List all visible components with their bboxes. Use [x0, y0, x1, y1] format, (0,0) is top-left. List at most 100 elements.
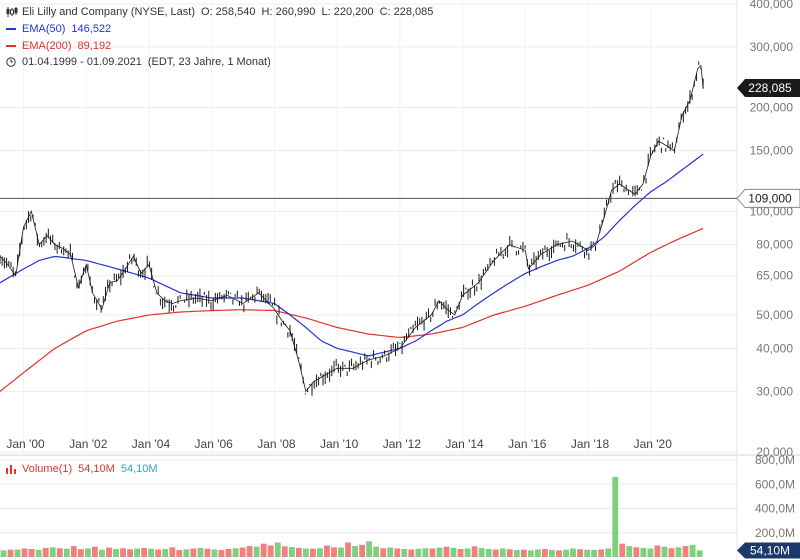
volume-bar — [92, 546, 98, 557]
volume-bar — [176, 549, 183, 557]
volume-bar — [542, 548, 548, 557]
x-tick-label: Jan '08 — [257, 437, 296, 451]
volume-bar — [520, 549, 527, 557]
volume-bar — [295, 547, 302, 557]
volume-bar — [373, 546, 380, 557]
volume-bar — [647, 548, 654, 557]
volume-bar — [267, 545, 274, 557]
volume-bar — [450, 547, 457, 557]
volume-bar — [485, 548, 492, 557]
volume-y-tick-label: 800,0M — [755, 453, 795, 467]
y-tick-label: 200,000 — [750, 101, 794, 115]
volume-bar — [239, 547, 246, 557]
volume-bar — [309, 548, 316, 557]
volume-bar — [352, 546, 358, 557]
volume-bar — [619, 543, 626, 557]
volume-bar — [605, 548, 612, 557]
volume-bar — [204, 548, 211, 557]
volume-bar — [288, 547, 295, 557]
x-tick-label: Jan '18 — [571, 437, 610, 451]
volume-bar — [0, 550, 7, 557]
volume-bar — [429, 548, 436, 557]
y-tick-label: 300,000 — [750, 40, 794, 54]
x-tick-label: Jan '04 — [132, 437, 171, 451]
volume-bar — [443, 546, 450, 557]
x-tick-label: Jan '16 — [508, 437, 547, 451]
volume-bar — [302, 548, 309, 557]
volume-y-tick-label: 200,0M — [755, 526, 795, 540]
x-tick-label: Jan '20 — [634, 437, 673, 451]
volume-bar — [84, 548, 91, 557]
volume-bar — [591, 549, 598, 557]
volume-bar — [436, 547, 443, 557]
volume-bar — [527, 550, 534, 557]
volume-bar — [35, 549, 42, 557]
x-tick-label: Jan '10 — [320, 437, 359, 451]
y-tick-label: 80,000 — [756, 238, 793, 252]
volume-badge-shape — [737, 542, 800, 559]
volume-bar — [366, 541, 373, 557]
y-tick-label: 400,000 — [750, 0, 794, 11]
volume-value-red: 54,10M — [78, 463, 115, 475]
x-tick-label: Jan '02 — [69, 437, 108, 451]
volume-bar — [668, 548, 675, 557]
clock-icon — [6, 57, 16, 67]
ema200-line — [0, 227, 704, 392]
y-tick-label: 150,000 — [750, 144, 794, 158]
instrument-title: Eli Lilly and Company (NYSE, Last) — [22, 6, 196, 18]
y-tick-label: 20,000 — [756, 445, 793, 459]
volume-bar — [556, 550, 562, 557]
volume-bar — [577, 549, 583, 557]
volume-bar — [141, 548, 148, 557]
ema50-swatch — [6, 28, 16, 30]
volume-bar — [148, 548, 155, 557]
volume-bar — [380, 548, 387, 557]
volume-bar — [7, 549, 14, 557]
ema50-value: 146,522 — [71, 23, 112, 35]
legend-title-row: Eli Lilly and Company (NYSE, Last) O: 25… — [6, 6, 433, 18]
volume-bar — [113, 548, 119, 557]
volume-bar — [134, 548, 141, 557]
volume-y-tick-label: 600,0M — [755, 477, 795, 491]
volume-bar — [408, 549, 415, 557]
volume-bar — [21, 548, 28, 557]
volume-bar — [612, 476, 619, 557]
last-price-badge-shape — [737, 79, 800, 98]
volume-bar — [570, 548, 576, 557]
volume-bar — [478, 548, 485, 557]
date-range: 01.04.1999 - 01.09.2021 — [22, 56, 142, 68]
volume-bar — [633, 547, 640, 557]
volume-bar — [513, 549, 520, 557]
volume-bar — [28, 548, 35, 557]
volume-bar — [401, 548, 408, 557]
ema200-swatch — [6, 45, 16, 47]
y-tick-label: 40,000 — [756, 341, 793, 355]
volume-bar — [218, 549, 225, 557]
volume-bar — [77, 549, 84, 557]
x-tick-label: Jan '06 — [195, 437, 234, 451]
volume-bar — [345, 542, 351, 557]
volume-bar — [387, 547, 394, 557]
volume-bar — [56, 548, 63, 557]
volume-bar — [584, 549, 591, 557]
volume-bar — [661, 546, 668, 557]
volume-bar — [640, 547, 647, 557]
hline-badge: 109,000 — [748, 191, 792, 205]
volume-bar — [211, 549, 218, 557]
volume-bar — [63, 548, 70, 557]
volume-bar — [42, 547, 49, 557]
volume-bar — [281, 546, 288, 557]
volume-bar — [464, 548, 471, 557]
volume-bar — [162, 548, 169, 557]
ema50-line — [0, 153, 704, 357]
y-tick-label: 65,000 — [756, 269, 793, 283]
volume-bar — [232, 548, 239, 557]
x-tick-label: Jan '14 — [445, 437, 484, 451]
y-tick-label: 50,000 — [756, 308, 793, 322]
legend-range-row: 01.04.1999 - 01.09.2021 (EDT, 23 Jahre, … — [6, 56, 271, 68]
volume-bar — [549, 549, 555, 557]
volume-bar — [120, 548, 126, 557]
volume-bar — [359, 544, 366, 557]
bar-chart-icon — [6, 464, 16, 474]
date-range-info: (EDT, 23 Jahre, 1 Monat) — [147, 56, 271, 68]
